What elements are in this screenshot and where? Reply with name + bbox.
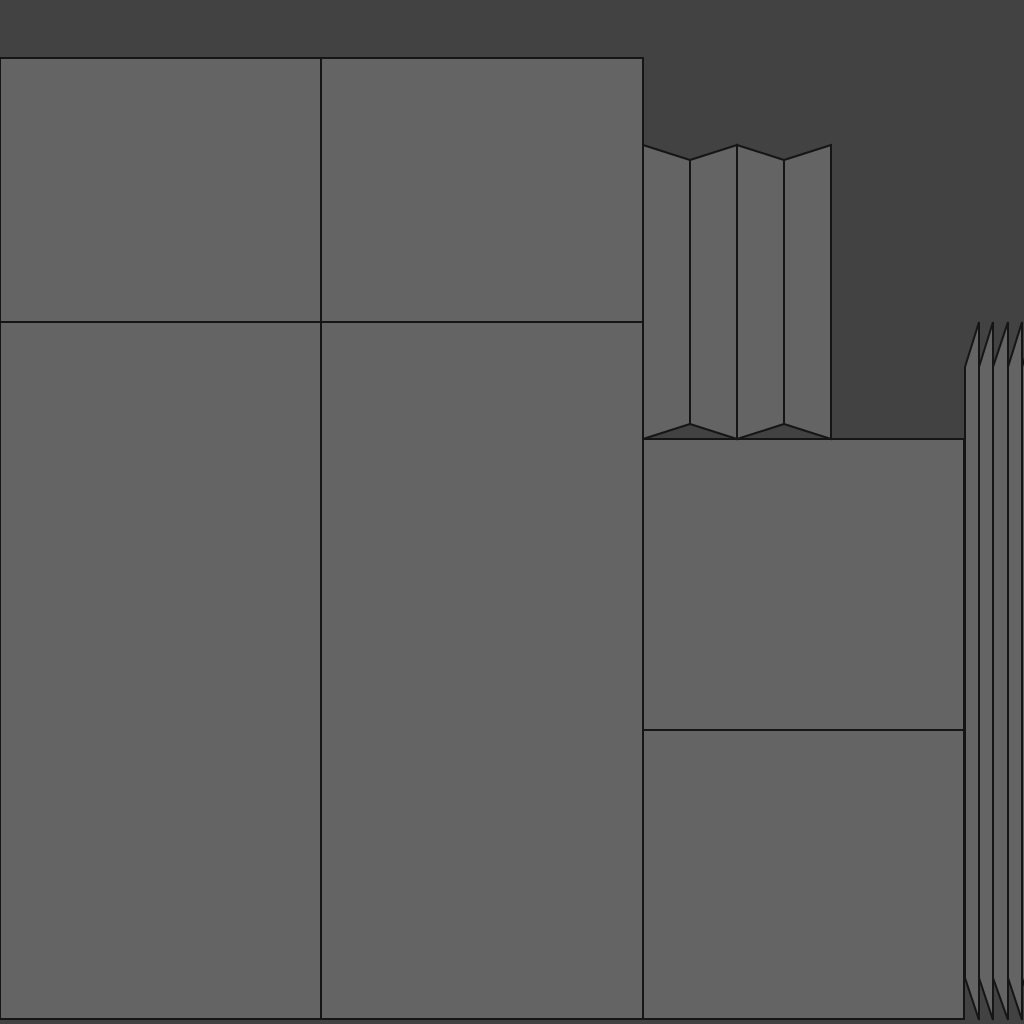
accordion-fold-2: [689, 143, 738, 441]
edge-strip-2: [978, 321, 994, 1021]
wall-panel-top-right: [320, 57, 644, 323]
edge-strip-3: [992, 321, 1009, 1021]
right-wall: [642, 438, 965, 1020]
accordion-screen: [642, 143, 832, 441]
edge-strip-4: [1007, 321, 1023, 1021]
wall-grid: [0, 57, 644, 1020]
accordion-fold-3: [736, 143, 785, 441]
right-wall-lower-panel: [642, 729, 965, 1020]
right-wall-upper-panel: [642, 438, 965, 731]
accordion-fold-4: [783, 143, 832, 441]
wall-panel-bottom-right: [320, 321, 644, 1020]
accordion-fold-1: [642, 143, 691, 441]
edge-strip-fan: [964, 321, 1024, 1021]
wall-panel-bottom-left: [0, 321, 322, 1020]
wall-panel-top-left: [0, 57, 322, 323]
edge-strip-1: [964, 321, 980, 1021]
